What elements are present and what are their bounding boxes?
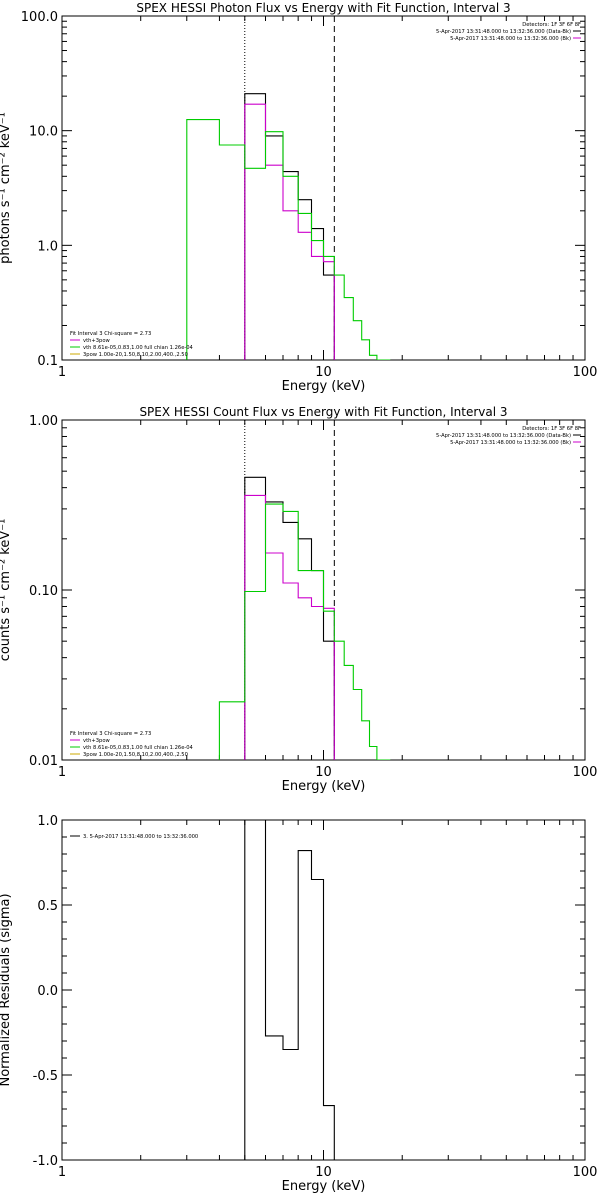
legend-entry: 3. 5-Apr-2017 13:31:48.000 to 13:32:36.0… [83,834,198,840]
x-tick-label: 1 [58,1165,66,1180]
header-line: 5-Apr-2017 13:31:48.000 to 13:32:36.000 … [450,36,571,42]
detectors-label: Detectors: 1F 3F 6F 8F [522,22,581,28]
chart-title: SPEX HESSI Count Flux vs Energy with Fit… [139,405,507,419]
header-line: 5-Apr-2017 13:31:48.000 to 13:32:36.000 … [450,440,571,446]
x-axis-label: Energy (keV) [282,379,366,394]
y-tick-label: 0.01 [29,754,58,769]
chart-header: Detectors: 1F 3F 6F 8F5-Apr-2017 13:31:4… [436,22,581,42]
x-axis-label: Energy (keV) [282,779,366,794]
legend-entry: vth 8.61e-05,0.83,1.00 full chian 1.26e-… [83,745,194,751]
y-tick-label: 1.0 [37,239,58,254]
x-ticks [61,420,574,760]
y-tick-label: 1.00 [29,414,58,429]
chart-title: SPEX HESSI Photon Flux vs Energy with Fi… [136,1,510,15]
chart-header: Detectors: 1F 3F 6F 8F5-Apr-2017 13:31:4… [436,426,581,446]
legend-entry: vth+3pow [83,338,111,344]
series-group [244,820,335,1160]
legend: Fit Interval 3 Chi-square = 2.73vth+3pow… [70,731,194,758]
x-tick-label: 100 [573,365,598,380]
x-tick-label: 100 [573,1165,598,1180]
y-tick-label: 0.10 [29,584,58,599]
legend-entry: vth 8.61e-05,0.83,1.00 full chian 1.26e-… [83,345,194,351]
y-ticks [62,427,585,761]
x-tick-label: 1 [58,365,66,380]
x-axis-label: Energy (keV) [282,1179,366,1194]
header-line: 5-Apr-2017 13:31:48.000 to 13:32:36.000 … [436,433,571,439]
y-tick-label: -0.5 [33,1069,58,1084]
legend-entry: vth+3pow [83,738,111,744]
series-line-1 [244,476,335,760]
plot-frame [61,15,586,361]
y-tick-label: 0.0 [37,984,58,999]
series-line-3 [186,119,391,360]
x-tick-label: 10 [315,365,332,380]
legend-title: Fit Interval 3 Chi-square = 2.73 [70,331,151,337]
header-line: 5-Apr-2017 13:31:48.000 to 13:32:36.000 … [436,29,571,35]
series-group [218,476,391,760]
detectors-label: Detectors: 1F 3F 6F 8F [522,426,581,432]
series-line-1 [244,820,335,1160]
y-tick-label: 1.0 [37,814,58,829]
legend: 3. 5-Apr-2017 13:31:48.000 to 13:32:36.0… [70,834,198,840]
x-tick-label: 100 [573,765,598,780]
y-tick-label: 10.0 [29,125,58,140]
y-tick-label: 0.1 [37,354,58,369]
chart-panel-2: SPEX HESSI Count Flux vs Energy with Fit… [0,405,597,794]
x-tick-label: 10 [315,1165,332,1180]
chart-panel-3: 1 10 100 -1.0 -0.5 0.0 0.5 1.0 Energy (keV) Norma… [0,814,597,1194]
chart-panel-1: SPEX HESSI Photon Flux vs Energy with Fi… [0,1,597,394]
legend-entry: 3pow 1.00e-20,1.50,8.10,2.00,400.,2.50 [83,352,188,358]
y-axis-label: counts s⁻¹ cm⁻² keV⁻¹ [0,519,13,662]
series-line-2 [244,103,335,360]
y-axis-label: Normalized Residuals (sigma) [0,893,13,1086]
x-tick-label: 1 [58,765,66,780]
x-tick-label: 10 [315,765,332,780]
series-line-2 [244,494,335,760]
series-group [186,93,391,360]
x-ticks [61,16,574,360]
legend-title: Fit Interval 3 Chi-square = 2.73 [70,731,151,737]
x-ticks [61,820,574,1160]
legend: Fit Interval 3 Chi-square = 2.73vth+3pow… [70,331,194,358]
y-tick-label: 0.5 [37,899,58,914]
y-ticks [62,819,585,1161]
y-tick-label: 100.0 [21,10,58,25]
y-ticks [62,20,585,361]
series-line-1 [244,93,335,360]
y-axis-label: photons s⁻¹ cm⁻² keV⁻¹ [0,112,13,264]
y-tick-label: -1.0 [33,1154,58,1169]
series-line-3 [218,503,391,760]
legend-entry: 3pow 1.00e-20,1.50,8.10,2.00,400.,2.50 [83,752,188,758]
